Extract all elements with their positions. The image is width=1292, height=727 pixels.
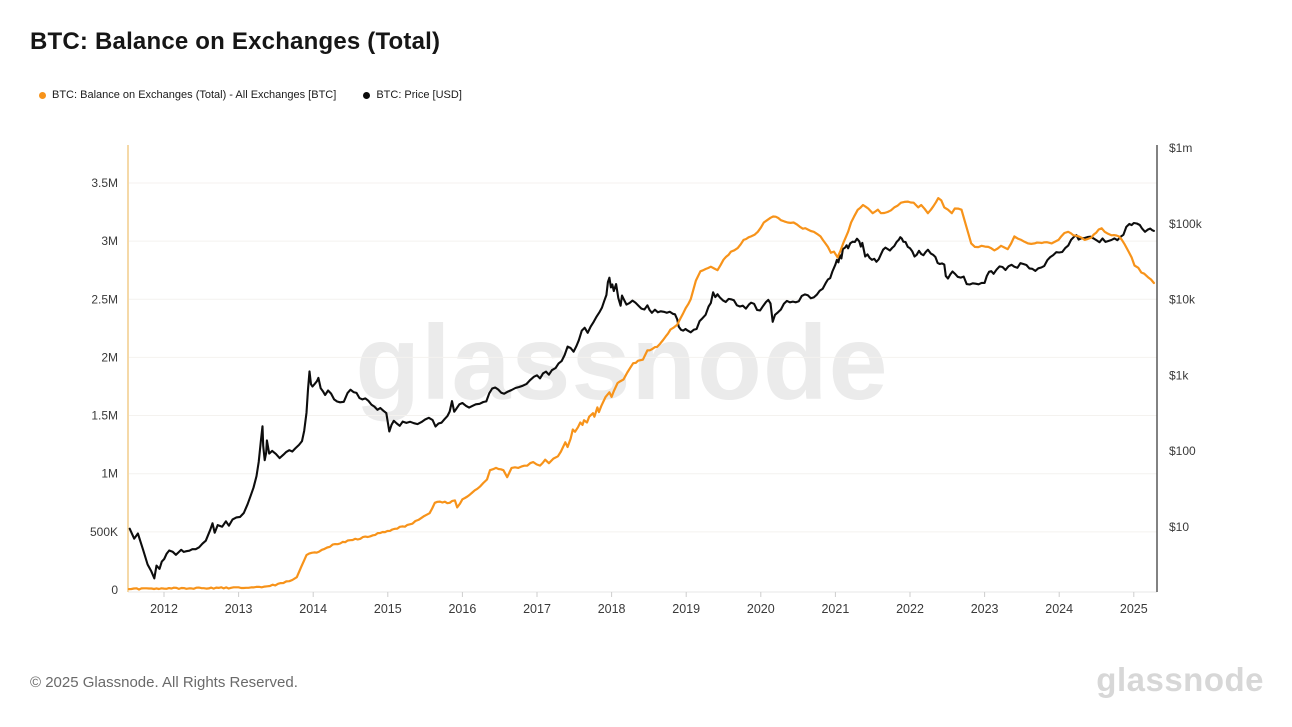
price-series-line — [128, 221, 1155, 580]
x-tick-label: 2014 — [299, 602, 327, 616]
x-tick-label: 2013 — [225, 602, 253, 616]
x-tick-label: 2016 — [448, 602, 476, 616]
x-tick-label: 2025 — [1120, 602, 1148, 616]
x-tick-label: 2017 — [523, 602, 551, 616]
y-left-tick-label: 1.5M — [91, 409, 118, 423]
y-right-tick-label: $10k — [1169, 293, 1196, 307]
price-series-dot-icon — [363, 91, 371, 99]
y-right-tick-label: $1m — [1169, 141, 1192, 155]
balance-series-dot-icon — [39, 91, 46, 99]
x-tick-label: 2020 — [747, 602, 775, 616]
y-right-tick-label: $100 — [1169, 444, 1196, 458]
y-left-tick-label: 1M — [101, 467, 118, 481]
watermark: glassnode — [355, 304, 888, 422]
x-tick-label: 2022 — [896, 602, 924, 616]
x-tick-label: 2021 — [821, 602, 849, 616]
page-title: BTC: Balance on Exchanges (Total) — [30, 28, 441, 55]
y-left-tick-label: 500K — [90, 525, 118, 539]
y-right-tick-label: $10 — [1169, 520, 1189, 534]
copyright-text: © 2025 Glassnode. All Rights Reserved. — [30, 674, 298, 691]
balance-series-line — [127, 197, 1155, 591]
legend: BTC: Balance on Exchanges (Total) - All … — [39, 89, 462, 101]
x-tick-label: 2024 — [1045, 602, 1073, 616]
legend-item-price[interactable]: BTC: Price [USD] — [363, 89, 462, 101]
x-tick-label: 2015 — [374, 602, 402, 616]
x-tick-label: 2023 — [971, 602, 999, 616]
legend-item-balance[interactable]: BTC: Balance on Exchanges (Total) - All … — [39, 89, 336, 101]
glassnode-logo: glassnode — [1096, 661, 1264, 698]
x-tick-label: 2012 — [150, 602, 178, 616]
y-left-tick-label: 0 — [111, 583, 118, 597]
legend-item-balance-label: BTC: Balance on Exchanges (Total) - All … — [52, 89, 337, 101]
y-left-tick-label: 3M — [101, 234, 118, 248]
x-tick-label: 2019 — [672, 602, 700, 616]
legend-item-price-label: BTC: Price [USD] — [376, 89, 462, 101]
y-left-tick-label: 3.5M — [91, 176, 118, 190]
y-left-tick-label: 2.5M — [91, 292, 118, 306]
y-right-tick-label: $1k — [1169, 368, 1189, 382]
y-right-tick-label: $100k — [1169, 217, 1203, 231]
x-tick-label: 2018 — [598, 602, 626, 616]
y-left-tick-label: 2M — [101, 350, 118, 364]
